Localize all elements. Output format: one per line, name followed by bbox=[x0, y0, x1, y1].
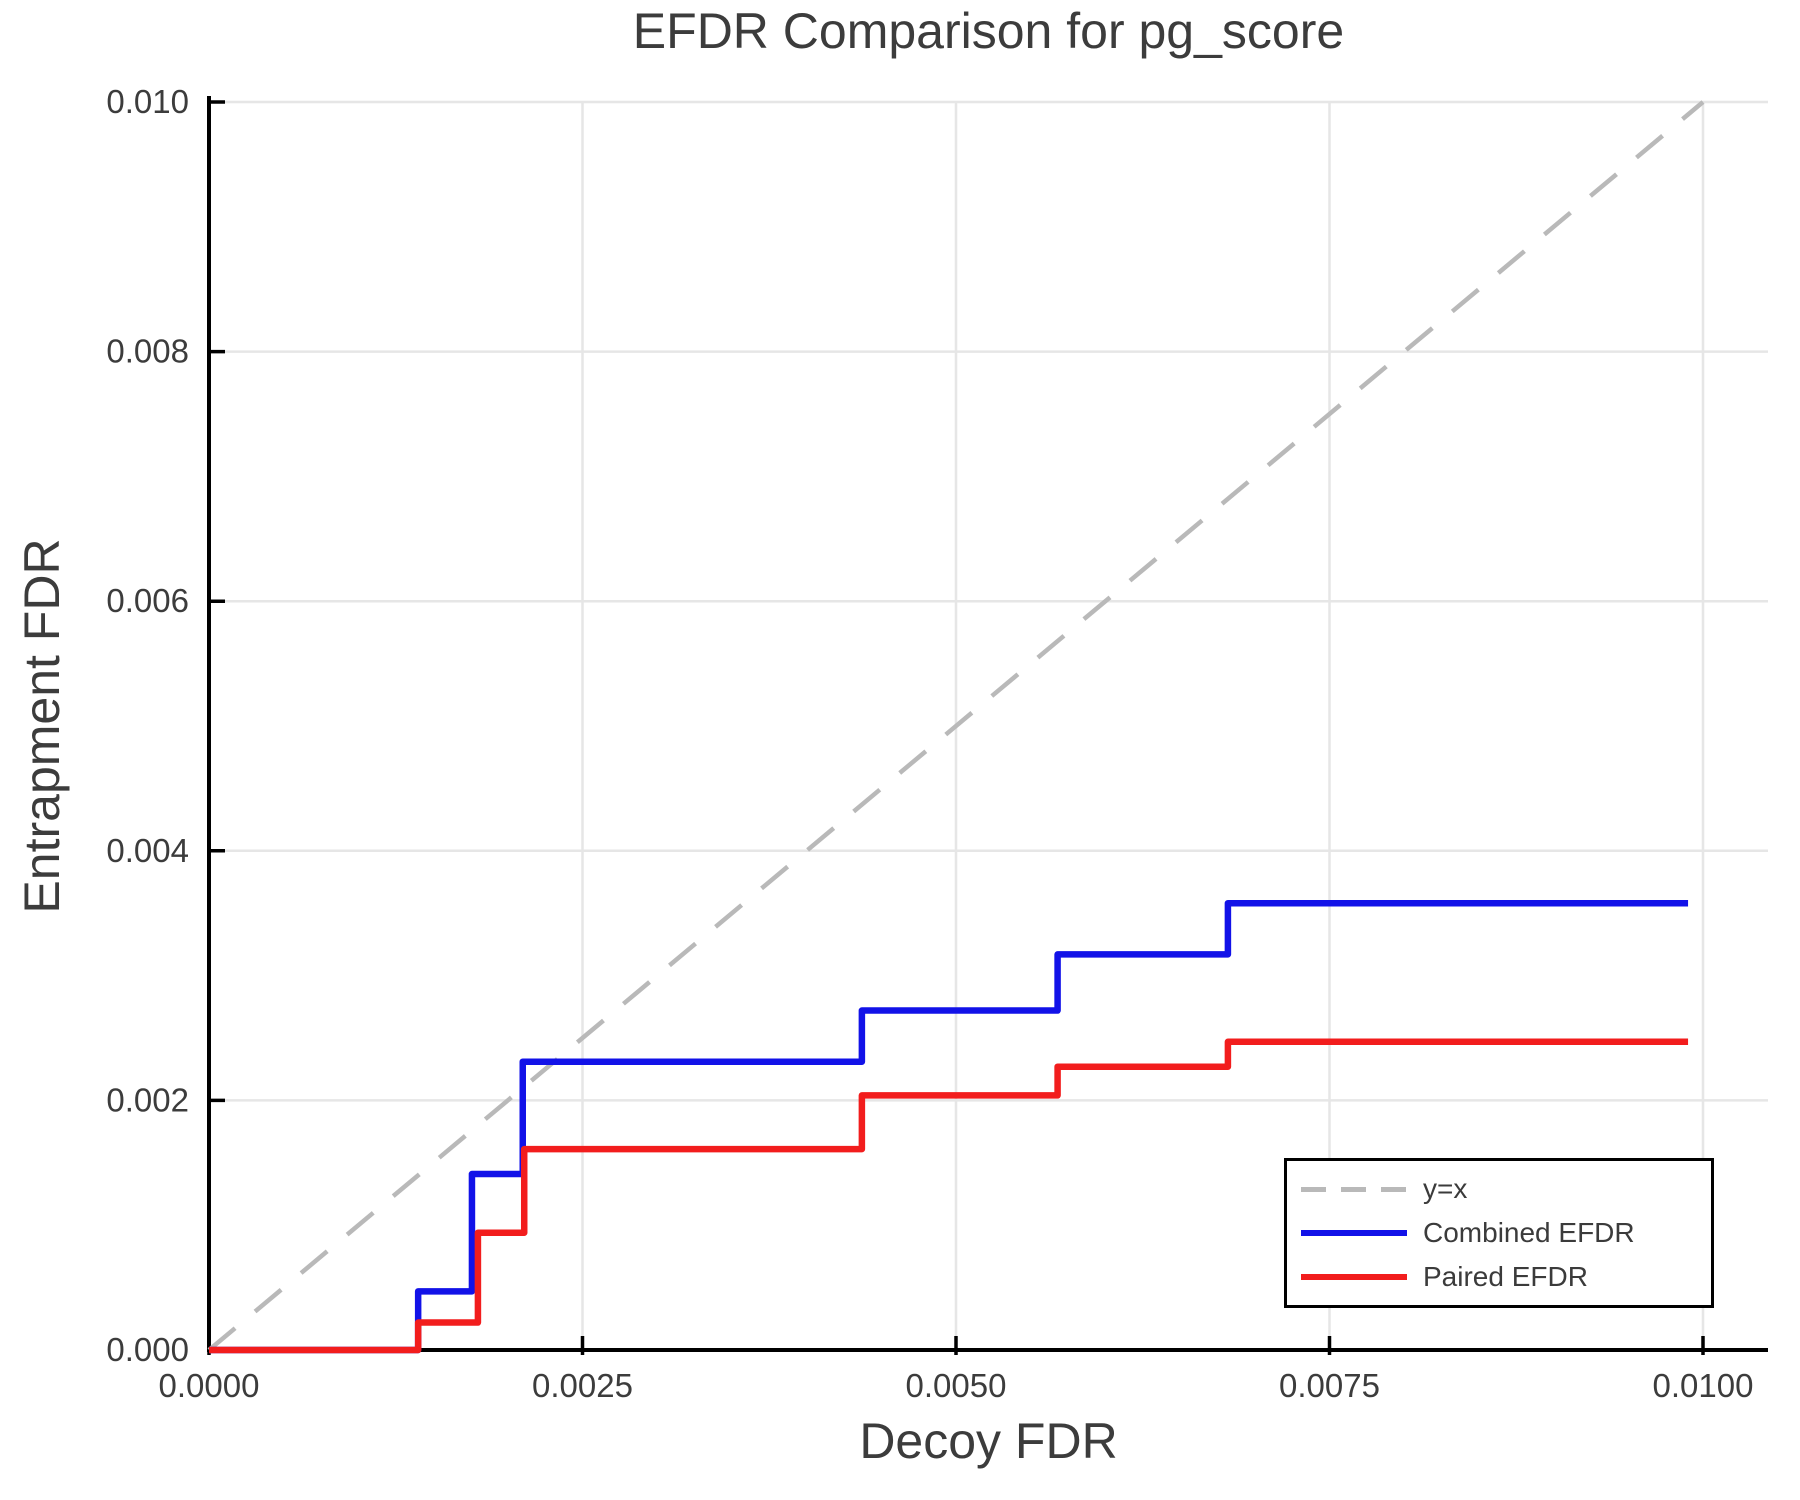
combined-efdr-line-sample bbox=[1301, 1230, 1407, 1236]
chart-title: EFDR Comparison for pg_score bbox=[632, 3, 1345, 59]
y-axis-label: Entrapment FDR bbox=[14, 538, 70, 914]
legend-row: Paired EFDR bbox=[1301, 1261, 1711, 1293]
x-tick-label: 0.0025 bbox=[532, 1367, 633, 1404]
series-paired-efdr bbox=[209, 1038, 1689, 1354]
y-tick-label: 0.000 bbox=[106, 1331, 189, 1368]
yx-dashed-line-sample bbox=[1301, 1186, 1407, 1192]
x-axis-label: Decoy FDR bbox=[859, 1413, 1118, 1469]
legend-row: Combined EFDR bbox=[1301, 1217, 1711, 1249]
y-tick-label: 0.008 bbox=[106, 333, 189, 370]
y-tick-label: 0.006 bbox=[106, 582, 189, 619]
x-tick-label: 0.0050 bbox=[906, 1367, 1007, 1404]
legend-label: Paired EFDR bbox=[1423, 1261, 1588, 1292]
y-tick-label: 0.010 bbox=[106, 83, 189, 120]
paired-efdr-line-sample bbox=[1301, 1274, 1407, 1280]
x-tick-label: 0.0000 bbox=[159, 1367, 260, 1404]
legend: y=x Combined EFDR Paired EFDR bbox=[1284, 1158, 1714, 1308]
y-tick-label: 0.004 bbox=[106, 832, 189, 869]
legend-row: y=x bbox=[1301, 1173, 1711, 1205]
x-tick-label: 0.0075 bbox=[1279, 1367, 1380, 1404]
legend-label: y=x bbox=[1423, 1173, 1468, 1204]
series-combined-efdr bbox=[209, 899, 1689, 1354]
x-tick-label: 0.0100 bbox=[1653, 1367, 1754, 1404]
legend-label: Combined EFDR bbox=[1423, 1217, 1635, 1248]
y-tick-label: 0.002 bbox=[106, 1081, 189, 1118]
series-y-x bbox=[207, 100, 1705, 1352]
